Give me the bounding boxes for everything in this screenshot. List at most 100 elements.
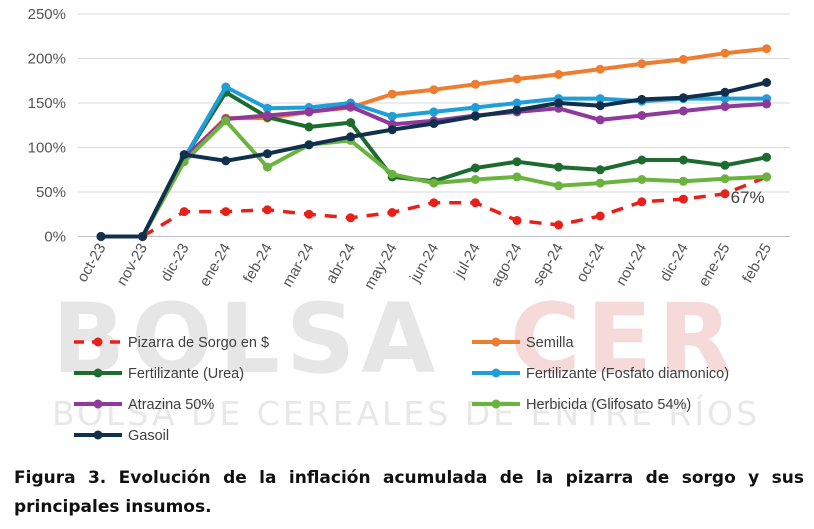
data-point	[762, 152, 772, 162]
legend-item: Gasoil	[74, 428, 169, 444]
data-point	[512, 74, 522, 84]
data-point	[595, 94, 605, 104]
line-chart: BOLSA CER BOLSA DE CEREALES DE ENTRE RÍO…	[28, 6, 790, 444]
figure-caption: Figura 3. Evolución de la inflación acum…	[14, 468, 804, 517]
series-semilla	[96, 44, 772, 241]
x-tick-label: sep-24	[529, 241, 567, 289]
legend-marker	[491, 368, 501, 378]
legend-item: Fertilizante (Urea)	[74, 366, 244, 382]
data-point	[304, 140, 314, 150]
data-point	[595, 211, 605, 221]
data-point	[470, 111, 480, 121]
data-point	[387, 169, 397, 179]
data-point	[262, 149, 272, 159]
data-point	[387, 89, 397, 99]
legend-marker	[93, 399, 103, 409]
legend-label: Herbicida (Glifosato 54%)	[526, 397, 691, 413]
legend-label: Atrazina 50%	[128, 397, 214, 413]
data-point	[762, 172, 772, 182]
data-point	[637, 197, 647, 207]
data-point	[595, 178, 605, 188]
y-tick-label: 150%	[28, 95, 66, 112]
y-tick-label: 250%	[28, 6, 66, 23]
data-point	[262, 103, 272, 113]
legend-marker	[491, 399, 501, 409]
data-point	[221, 207, 231, 217]
data-label: 67%	[731, 188, 765, 207]
data-point	[304, 122, 314, 132]
data-point	[346, 102, 356, 112]
data-point	[429, 178, 439, 188]
data-point	[429, 85, 439, 95]
data-point	[512, 216, 522, 225]
x-tick-label: nov-23	[113, 241, 151, 289]
data-point	[678, 54, 688, 64]
watermark: BOLSA CER BOLSA DE CEREALES DE ENTRE RÍO…	[52, 283, 757, 433]
data-point	[762, 44, 772, 54]
data-point	[304, 107, 314, 117]
data-point	[678, 155, 688, 165]
legend: Pizarra de Sorgo en $ Semilla Fertilizante…	[74, 335, 729, 444]
x-tick-label: abr-24	[323, 241, 359, 287]
legend-item: Herbicida (Glifosato 54%)	[472, 397, 691, 413]
data-point	[470, 175, 480, 184]
watermark-main-right: CER	[510, 283, 738, 395]
data-point	[262, 162, 272, 172]
y-tick-label: 200%	[28, 51, 66, 68]
data-point	[512, 157, 522, 167]
series-gasoil	[96, 78, 772, 241]
legend-label: Fertilizante (Fosfato diamonico)	[526, 366, 729, 382]
data-point	[262, 111, 272, 120]
data-point	[221, 156, 231, 166]
data-point	[762, 78, 772, 87]
data-point	[554, 70, 564, 79]
legend-item: Fertilizante (Fosfato diamonico)	[472, 366, 729, 382]
data-point	[720, 94, 730, 104]
data-point	[304, 209, 314, 219]
data-point	[346, 132, 356, 142]
data-point	[678, 176, 688, 186]
data-point	[221, 116, 231, 126]
legend-marker	[93, 337, 103, 347]
data-point	[554, 98, 564, 108]
data-point	[470, 79, 480, 89]
watermark-main-left: BOLSA	[52, 283, 441, 395]
data-point	[512, 172, 522, 182]
x-tick-label: dic-24	[657, 241, 692, 285]
data-point	[470, 103, 480, 112]
data-point	[678, 106, 688, 116]
data-point	[262, 205, 272, 215]
data-point	[595, 64, 605, 74]
data-point	[720, 160, 730, 170]
x-tick-label: oct-24	[573, 241, 609, 286]
legend-marker	[491, 337, 501, 347]
data-point	[720, 102, 730, 112]
data-point	[512, 105, 522, 115]
data-point	[387, 208, 397, 217]
data-point	[720, 48, 730, 58]
data-point	[221, 82, 231, 92]
data-point	[138, 232, 148, 241]
data-point	[637, 94, 647, 104]
legend-item: Semilla	[472, 335, 574, 351]
data-point	[470, 163, 480, 173]
x-tick-label: jun-24	[406, 241, 442, 286]
legend-marker	[93, 368, 103, 378]
data-point	[554, 162, 564, 172]
x-tick-label: oct-23	[74, 241, 110, 286]
x-tick-label: dic-23	[158, 241, 193, 285]
data-point	[637, 111, 647, 120]
x-tick-label: jul-24	[450, 241, 484, 282]
data-point	[678, 194, 688, 204]
legend-label: Semilla	[526, 335, 574, 351]
data-point	[720, 174, 730, 184]
x-tick-label: nov-24	[613, 241, 651, 289]
data-point	[470, 198, 480, 208]
data-point	[429, 119, 439, 128]
legend-marker	[93, 430, 103, 440]
data-point	[179, 207, 189, 217]
data-point	[637, 175, 647, 184]
y-tick-label: 50%	[36, 184, 66, 201]
series-group	[96, 44, 772, 241]
data-point	[554, 220, 564, 230]
